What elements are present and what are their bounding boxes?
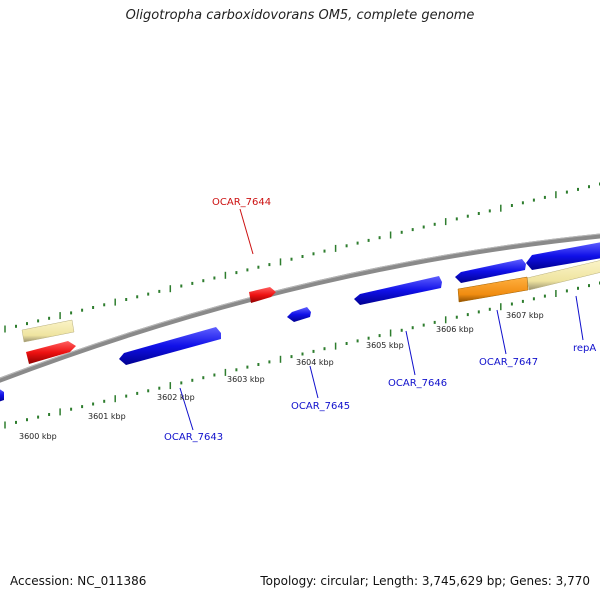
gene-label-ocar-7646: OCAR_7646 [388,378,447,389]
yellow-feature-left [21,319,75,343]
gene-arrow-ocar-7644 [249,287,276,303]
leader-line-ocar-7644 [239,208,254,255]
accession-text: Accession: NC_011386 [10,574,147,588]
scale-label: 3606 kbp [436,325,474,334]
lower-tick-ruler [4,281,600,429]
gene-arrow-repa [526,242,600,270]
leader-line-ocar-7647 [496,309,507,355]
gene-label-ocar-7643: OCAR_7643 [164,432,223,443]
topology-summary: Topology: circular; Length: 3,745,629 bp… [260,574,590,588]
scale-label: 3603 kbp [227,375,265,384]
gene-arrow-blue-edge [0,389,4,402]
gene-label-repa: repA [573,343,596,354]
gene-label-ocar-7647: OCAR_7647 [479,357,538,368]
leader-line-repa [575,295,584,341]
gene-arrow-ocar-7646 [354,276,442,305]
scale-label: 3602 kbp [157,393,195,402]
gene-label-ocar-7644: OCAR_7644 [212,197,271,208]
gene-label-ocar-7645: OCAR_7645 [291,401,350,412]
genome-backbone [0,233,600,383]
gene-arrow-red-left [26,341,76,364]
upper-tick-ruler [4,182,600,333]
orange-feature [457,276,529,303]
scale-label: 3605 kbp [366,341,404,350]
leader-line-ocar-7646 [405,330,416,376]
leader-line-ocar-7645 [309,365,319,399]
map-title: Oligotropha carboxidovorans OM5, complet… [125,8,475,23]
leader-line-ocar-7643 [179,387,194,431]
scale-label: 3604 kbp [296,358,334,367]
scale-label: 3600 kbp [19,432,57,441]
scale-label: 3607 kbp [506,311,544,320]
gene-arrow-ocar-7647 [455,259,526,283]
scale-label: 3601 kbp [88,412,126,421]
gene-arrow-ocar-7643 [119,327,221,365]
gene-arrow-ocar-7645 [287,307,311,322]
yellow-feature-right [526,260,600,291]
